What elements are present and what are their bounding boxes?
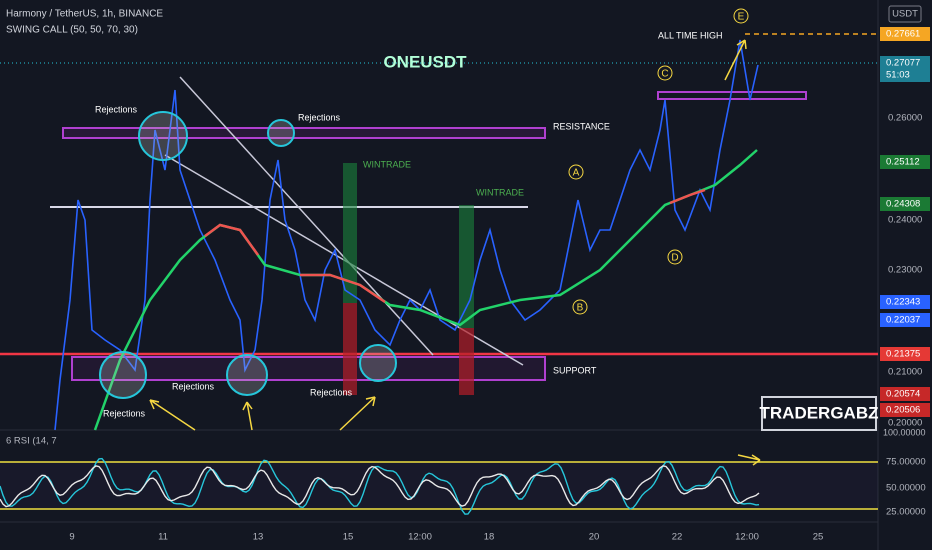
wave-label: A [573, 168, 580, 179]
wave-circle [568, 164, 584, 180]
rsi-line [0, 457, 760, 515]
time-tick: 11 [158, 532, 168, 543]
rsi-tick: 50.00000 [886, 483, 926, 494]
wave-circle [733, 8, 749, 24]
time-tick: 12:00 [735, 532, 759, 543]
time-axis: 9 11 13 15 12:00 18 20 22 12:00 25 [69, 532, 823, 543]
tag-bg [880, 27, 930, 41]
price-tick: 0.23000 [888, 265, 922, 276]
rejection-circle [359, 344, 397, 382]
time-tick: 9 [69, 532, 74, 543]
moving-average [93, 149, 758, 431]
rejection-circle [138, 111, 188, 161]
loss-box [343, 303, 357, 395]
rsi-tick: 100.00000 [883, 427, 926, 437]
rsi-tick: 75.00000 [886, 457, 926, 468]
annotation: WINTRADE [476, 187, 524, 197]
trend-line [179, 76, 434, 356]
rsi-signal [0, 465, 760, 508]
rsi-label: 6 RSI (14, 7 [6, 436, 57, 447]
tag-bg [880, 455, 930, 469]
rejection-circle [226, 354, 268, 396]
tag-bg [880, 347, 930, 361]
price-tag: 0.22037 [886, 315, 920, 326]
time-tick: 15 [343, 532, 354, 543]
price-tag: 0.24308 [886, 199, 920, 210]
wave-circle [667, 249, 683, 265]
tag-bg [880, 387, 930, 401]
arrow [724, 39, 747, 81]
price-tick: 0.26000 [888, 113, 922, 124]
rejection-circle [99, 351, 147, 399]
wave-label: E [738, 12, 745, 23]
rejection-circle [267, 119, 295, 147]
price-tag: 0.20574 [886, 389, 920, 400]
tag-bg [880, 56, 930, 82]
price-tags [880, 27, 930, 417]
price-tag: 0.25112 [886, 157, 920, 168]
time-tick: 13 [253, 532, 264, 543]
annotation: Rejections [298, 112, 341, 122]
chart-title: ONEUSDT [383, 52, 467, 71]
symbol: Harmony / TetherUS, 1h, BINANCE [6, 9, 163, 20]
time-tick: 20 [589, 532, 600, 543]
moving-average-down [204, 223, 260, 256]
annotation: ALL TIME HIGH [658, 30, 723, 40]
tag-bg [880, 403, 930, 417]
arrows [149, 39, 761, 466]
price-tick: 0.21000 [888, 367, 922, 378]
price-tag: 0.21375 [886, 349, 920, 360]
annotation: Rejections [310, 387, 353, 397]
currency: USDT [892, 9, 918, 20]
support-zone [71, 356, 546, 381]
win-box [459, 205, 474, 328]
loss-box [459, 328, 474, 395]
annotation: SUPPORT [553, 365, 597, 375]
rsi-tick: 25.00000 [886, 507, 926, 518]
tag-bg [880, 155, 930, 169]
indicator: SWING CALL (50, 50, 70, 30) [6, 25, 138, 36]
arrow [339, 396, 376, 431]
time-tick: 18 [484, 532, 495, 543]
time-tick: 12:00 [408, 532, 432, 543]
price-path [54, 39, 759, 431]
rejection-circles [99, 111, 397, 399]
wave-circle [572, 299, 588, 315]
annotation: Rejections [172, 381, 215, 391]
time-tick: 22 [672, 532, 683, 543]
tag-bg [880, 197, 930, 211]
annotation: WINTRADE [363, 159, 411, 169]
wave-label: B [577, 303, 584, 314]
currency-box [888, 5, 922, 23]
wave-markers [568, 8, 749, 315]
resistance-zone [62, 127, 546, 139]
annotation: Rejections [103, 408, 146, 418]
wave-label: C [661, 69, 668, 80]
rsi-band [0, 462, 878, 509]
arrow [242, 401, 253, 431]
price-tick: 0.24000 [888, 215, 922, 226]
moving-average-down [669, 188, 706, 205]
tag-bg [880, 313, 930, 327]
wave-circle [657, 65, 673, 81]
price-tick: 0.20000 [888, 418, 922, 429]
moving-average-down [300, 273, 386, 304]
time-tick: 25 [813, 532, 824, 543]
win-box [343, 163, 357, 303]
watermark-box [761, 396, 877, 431]
countdown: 51:03 [886, 70, 910, 81]
annotation: Rejections [95, 104, 138, 114]
arrow [149, 399, 196, 431]
annotation: RESISTANCE [553, 121, 610, 131]
price-tag: 0.27077 [886, 58, 920, 69]
watermark: TRADERGABZ [760, 403, 879, 422]
tag-bg [880, 295, 930, 309]
price-tag: 0.22343 [886, 297, 920, 308]
wave-label: D [671, 253, 678, 264]
price-tag: 0.27661 [886, 29, 920, 40]
price-tag: 0.20506 [886, 405, 920, 416]
